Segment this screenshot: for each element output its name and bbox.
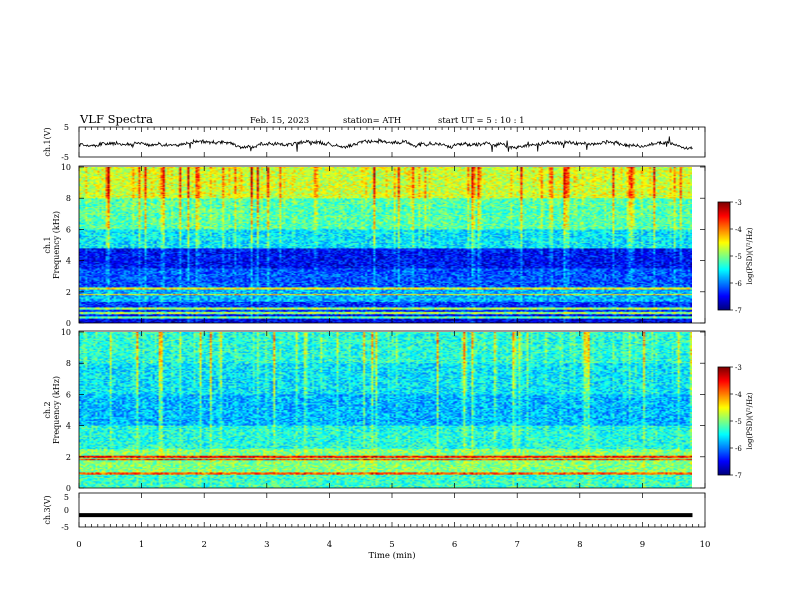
x-tick-label: 1 [139,540,144,550]
ch1-colorbar-label: log(PSD)(V²/Hz) [746,227,754,284]
ch2-colorbar-gradient [718,367,730,475]
x-tick-label: 3 [264,540,269,550]
ch2-spec-ytick-label: 2 [66,453,71,462]
ch1-colorbar-tick-label: -5 [735,253,742,261]
observation-date: Feb. 15, 2023 [250,116,309,126]
ch2-colorbar-tick-label: -6 [735,445,742,453]
time-axis: 0 1 2 3 4 5 6 7 8 9 10 [76,127,710,550]
x-tick-label: 0 [76,540,81,550]
ch1-colorbar-tick-label: -6 [735,280,742,288]
ch2-spec-ytick-label: 10 [61,328,71,337]
ch2-spectrogram-ylabel: Frequency (kHz) [52,376,61,444]
ch1-spec-ytick-label: 10 [61,163,71,172]
x-tick-label: 4 [327,540,332,550]
ch2-colorbar-tick-label: -3 [735,364,742,372]
ch2-colorbar: -3 -4 -5 -6 -7 log(PSD)(V²/Hz) [717,364,754,480]
ch3-waveform-panel: 5 0 -5 ch.3(V) [43,492,706,532]
ch2-colorbar-tick-label: -7 [735,472,742,480]
time-axis-label: Time (min) [368,550,415,561]
ch2-colorbar-tick-label: -4 [735,391,742,399]
ch3-ytick-0: 0 [64,506,69,515]
ch1-colorbar-tick-label: -7 [735,307,742,315]
ch3-waveform-frame [78,492,706,528]
ch1-waveform-trace [78,136,693,152]
ch3-ytick-neg5: -5 [61,523,69,532]
ch2-spectrogram-channel-label: ch.2 [43,401,52,418]
x-tick-label: 8 [577,540,582,550]
ch1-colorbar-tick-label: -3 [735,199,742,207]
ch1-ytick-5: 5 [64,123,69,132]
x-tick-label: 6 [452,540,457,550]
x-tick-label: 7 [514,540,519,550]
ch1-waveform-panel: 5 -5 ch.1(V) [43,123,706,162]
station-label: station= ATH [343,116,401,126]
ch1-colorbar-gradient [718,202,730,310]
ch2-spectrogram-image [79,332,692,488]
ch1-colorbar: -3 -4 -5 -6 -7 log(PSD)(V²/Hz) [717,199,754,315]
start-ut-label: start UT = 5 : 10 : 1 [438,116,525,126]
ch1-spectrogram-image [79,167,692,323]
ch1-colorbar-tick-label: -4 [735,226,742,234]
ch1-spectrogram-channel-label: ch.1 [43,236,52,253]
ch2-colorbar-tick-label: -5 [735,418,742,426]
ch1-waveform-ylabel: ch.1(V) [43,127,52,156]
ch3-ytick-5: 5 [64,493,69,502]
x-tick-label: 9 [640,540,645,550]
ch2-spectrogram-panel: 0 2 4 6 8 10 ch.2 Frequency (kHz) [43,328,706,493]
ch2-spec-ytick-label: 8 [66,359,71,368]
ch1-spec-ytick-label: 2 [66,288,71,297]
ch1-spec-ytick-label: 6 [66,225,71,234]
ch1-spectrogram-ylabel: Frequency (kHz) [52,211,61,279]
x-tick-label: 2 [201,540,206,550]
ch1-spectrogram-panel: 0 2 4 6 8 10 ch.1 Frequency (kHz) [43,163,706,328]
ch1-ytick-neg5: -5 [61,153,69,162]
ch1-spec-ytick-label: 0 [66,319,71,328]
x-tick-label: 10 [700,540,711,550]
ch1-spec-ytick-label: 4 [66,257,71,266]
ch2-spec-ytick-label: 0 [66,484,71,493]
ch2-spec-ytick-label: 6 [66,390,71,399]
ch1-spec-ytick-label: 8 [66,194,71,203]
x-tick-label: 5 [389,540,394,550]
ch3-waveform-ylabel: ch.3(V) [43,495,52,524]
ch2-colorbar-label: log(PSD)(V²/Hz) [746,392,754,449]
figure-title: VLF Spectra [79,112,153,126]
ch2-spec-ytick-label: 4 [66,422,71,431]
